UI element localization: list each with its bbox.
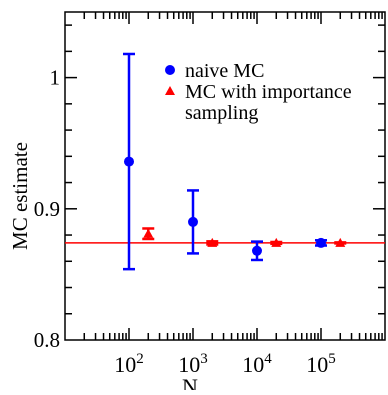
naive-mc-point bbox=[316, 237, 326, 248]
y-tick-label: 0.9 bbox=[34, 197, 60, 221]
naive-mc-point bbox=[124, 156, 134, 167]
x-tick-label: 102 bbox=[114, 351, 144, 377]
legend-label-line2: sampling bbox=[185, 102, 258, 124]
plot-frame bbox=[64, 11, 386, 341]
legend-marker-naive bbox=[165, 65, 175, 75]
y-tick-label: 1 bbox=[50, 66, 61, 90]
x-tick-label: 105 bbox=[306, 351, 336, 377]
importance-sampling-point bbox=[143, 228, 154, 238]
y-axis-label: MC estimate bbox=[8, 142, 32, 250]
x-axis-label: N bbox=[182, 374, 198, 390]
legend-label: MC with importance bbox=[185, 81, 352, 103]
legend-label: naive MC bbox=[185, 60, 264, 82]
x-tick-label: 103 bbox=[178, 351, 208, 377]
legend-marker-importance bbox=[165, 86, 175, 95]
importance-sampling-point bbox=[207, 237, 218, 247]
x-tick-label: 104 bbox=[242, 351, 272, 377]
naive-mc-point bbox=[252, 245, 262, 256]
importance-sampling-point bbox=[335, 237, 346, 247]
y-tick-label: 0.8 bbox=[34, 328, 60, 352]
importance-sampling-point bbox=[271, 237, 282, 247]
naive-mc-point bbox=[188, 216, 198, 227]
